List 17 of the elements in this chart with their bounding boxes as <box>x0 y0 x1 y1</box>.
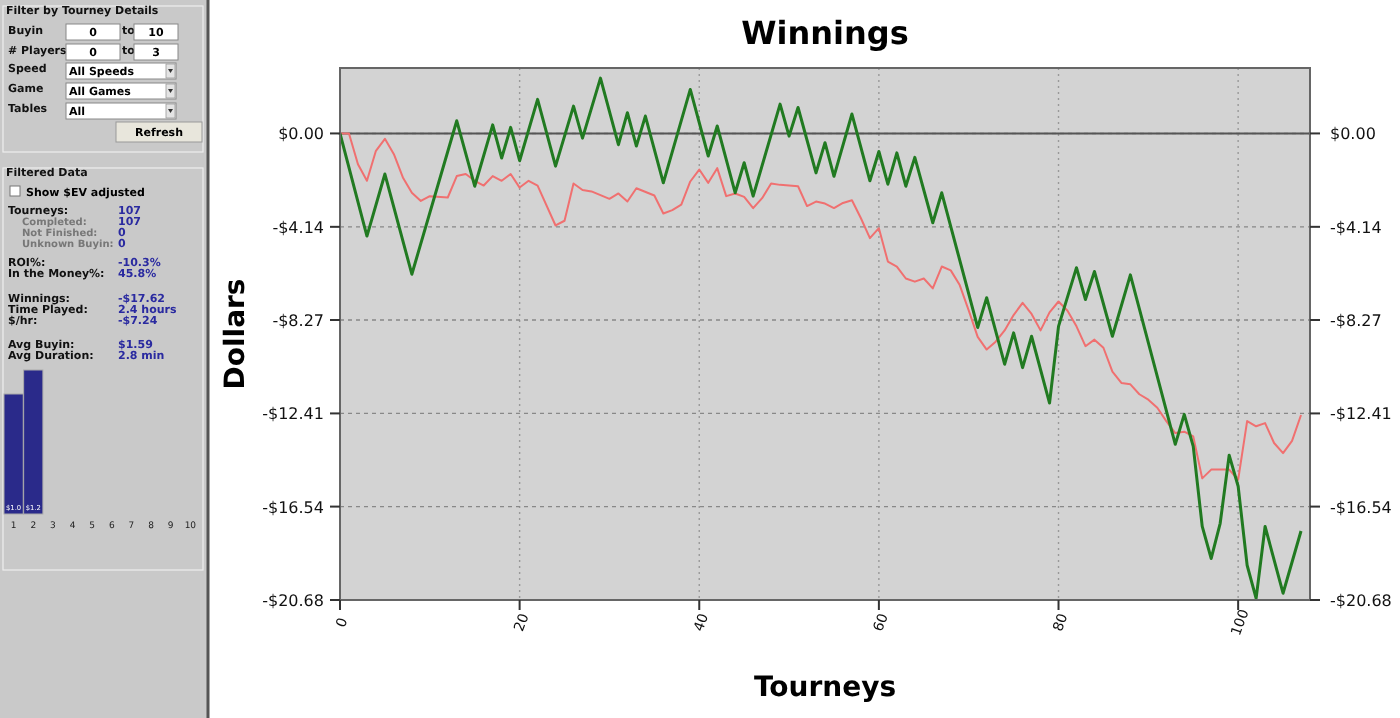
y-axis-title: Dollars <box>220 278 252 390</box>
chart-title: Winnings <box>741 14 909 52</box>
y-tick-label: -$12.41 <box>262 405 324 424</box>
y-tick-label: -$8.27 <box>272 312 324 331</box>
y2-tick-label: -$4.14 <box>1330 218 1382 237</box>
y2-tick-label: $0.00 <box>1330 125 1376 144</box>
line-series <box>338 76 1303 600</box>
line-series <box>339 132 1303 481</box>
y-tick-label: $0.00 <box>278 125 324 144</box>
x-axis-title: Tourneys <box>753 672 897 704</box>
y2-tick-label: -$16.54 <box>1330 498 1392 517</box>
y2-tick-label: -$20.68 <box>1330 592 1392 610</box>
y2-tick-label: -$12.41 <box>1330 405 1392 424</box>
y-tick-label: -$20.68 <box>262 592 324 610</box>
y-tick-label: -$4.14 <box>272 218 324 237</box>
y2-tick-label: -$8.27 <box>1330 312 1382 331</box>
y-tick-label: -$16.54 <box>262 498 324 517</box>
